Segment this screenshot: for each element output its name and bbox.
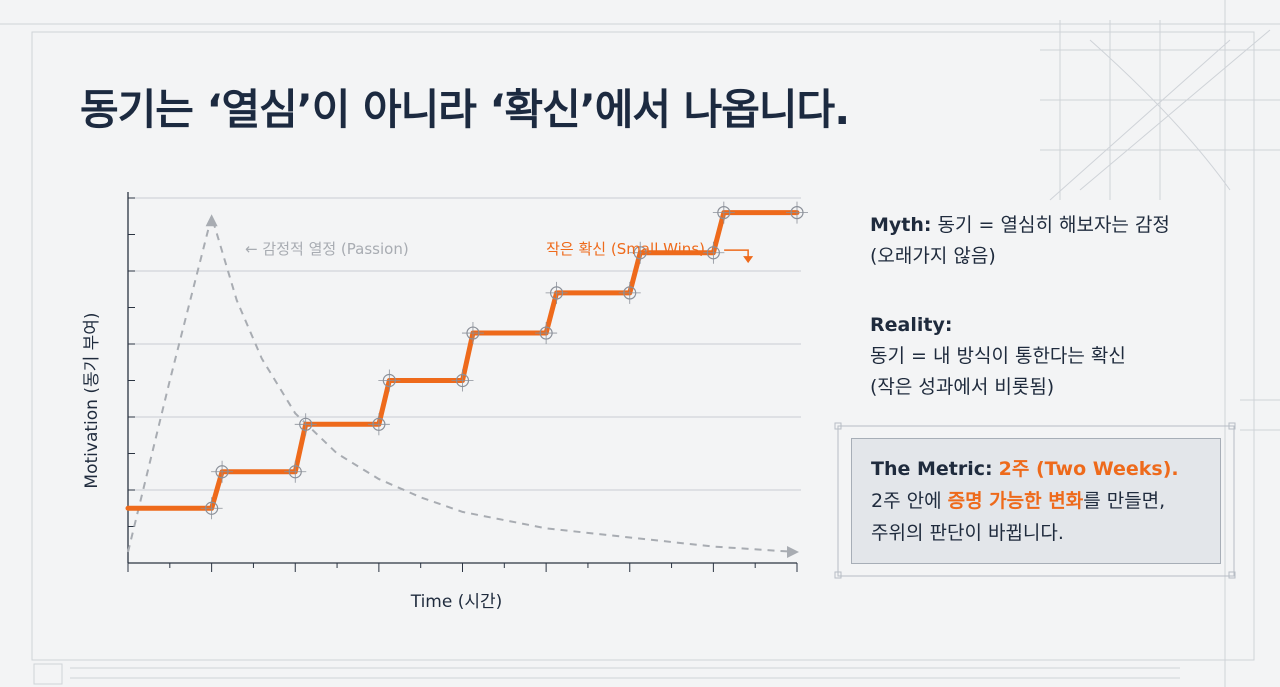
metric-line3: 주위의 판단이 바뀝니다. — [871, 522, 1064, 544]
passion-end-arrow — [787, 546, 799, 559]
y-axis-label: Motivation (동기 부여) — [82, 312, 102, 488]
passion-annotation: ← 감정적 열정 (Passion) — [245, 240, 409, 258]
myth-block: Myth: 동기 = 열심히 해보자는 감정 (오래가지 않음) — [870, 210, 1170, 272]
step-marker — [372, 417, 386, 431]
passion-peak-arrow — [205, 214, 218, 227]
motivation-chart: Time (시간) Motivation (동기 부여) ← 감정적 열정 (Pas… — [82, 192, 808, 612]
small-wins-arrow — [724, 249, 749, 259]
chart-grid — [128, 197, 801, 491]
small-wins-annotation: 작은 확신 (Small Wins) — [546, 240, 705, 258]
chart-labels: Time (시간) Motivation (동기 부여) ← 감정적 열정 (Pas… — [82, 240, 754, 612]
step-marker — [633, 246, 647, 260]
step-marker — [299, 417, 313, 431]
step-marker — [623, 286, 637, 300]
step-marker — [717, 205, 731, 220]
myth-line2: (오래가지 않음) — [870, 245, 996, 267]
metric-highlight: 2주 (Two Weeks). — [998, 458, 1179, 480]
small-wins-line — [125, 210, 800, 511]
step-marker — [466, 326, 480, 340]
metric-box: The Metric: 2주 (Two Weeks). 2주 안에 증명 가능한… — [851, 438, 1221, 564]
myth-line1: 동기 = 열심히 해보자는 감정 — [937, 214, 1170, 236]
step-marker — [205, 501, 219, 515]
chart-markers — [200, 201, 808, 520]
small-wins-arrowhead — [743, 256, 754, 264]
step-marker — [455, 373, 470, 388]
step-marker — [549, 286, 564, 300]
chart-axes — [127, 192, 798, 572]
step-marker — [215, 465, 229, 479]
step-marker — [288, 465, 302, 479]
myth-label: Myth: — [870, 214, 932, 236]
reality-line1: 동기 = 내 방식이 통한다는 확신 — [870, 345, 1126, 367]
step-marker — [790, 205, 804, 220]
passion-line — [127, 212, 798, 554]
slide-title: 동기는 ‘열심’이 아니라 ‘확신’에서 나옵니다. — [80, 85, 850, 134]
reality-line2: (작은 성과에서 비롯됨) — [870, 376, 1055, 398]
metric-line2-post: 를 만들면, — [1083, 490, 1166, 512]
metric-label: The Metric: — [871, 458, 993, 480]
x-axis-label: Time (시간) — [410, 592, 503, 612]
chart-series — [125, 210, 800, 559]
metric-line2-pre: 2주 안에 — [871, 490, 948, 512]
step-marker — [539, 326, 553, 340]
reality-block: Reality: 동기 = 내 방식이 통한다는 확신 (작은 성과에서 비롯됨… — [870, 310, 1126, 403]
step-marker — [382, 373, 396, 388]
reality-label: Reality: — [870, 314, 953, 336]
step-marker — [706, 246, 720, 260]
metric-line2-highlight: 증명 가능한 변화 — [947, 490, 1084, 512]
